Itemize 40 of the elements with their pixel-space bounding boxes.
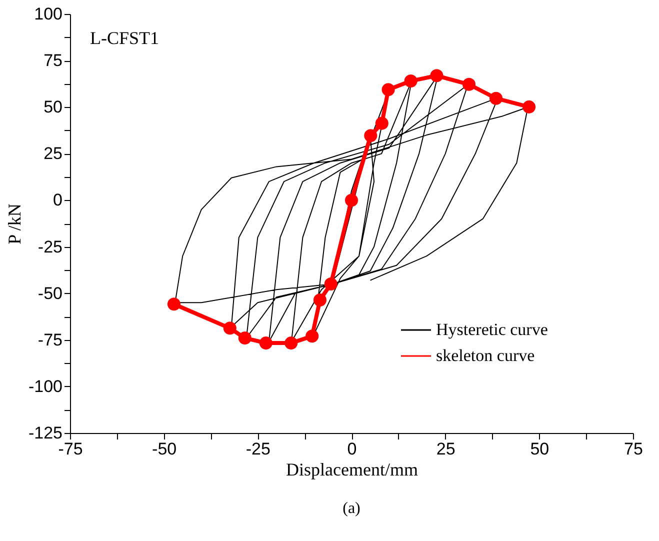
point	[364, 129, 378, 142]
y-tick-label: -25	[38, 237, 62, 256]
legend-label: skeleton curve	[436, 346, 535, 365]
x-tick-label: 50	[530, 440, 550, 458]
x-tick-label: 25	[436, 440, 456, 458]
point	[238, 332, 252, 345]
point	[223, 322, 236, 335]
point	[306, 330, 319, 343]
point	[344, 194, 358, 207]
x-tick-label: -25	[246, 440, 270, 458]
point	[489, 92, 503, 105]
y-tick-label: -75	[38, 330, 62, 350]
point	[324, 278, 338, 291]
y-tick-label: -125	[28, 424, 62, 442]
point	[259, 336, 272, 350]
point	[167, 298, 180, 311]
annotation: L-CFST1	[90, 28, 160, 48]
y-axis-title: P /kN	[4, 204, 24, 244]
y-tick-label: 50	[44, 98, 62, 117]
y-tick-label: 75	[44, 51, 62, 70]
point	[522, 100, 536, 114]
point	[382, 83, 395, 96]
point	[404, 74, 418, 88]
x-tick-label: -75	[58, 440, 83, 458]
x-tick-label: -50	[152, 440, 177, 458]
y-tick-label: 25	[44, 144, 62, 164]
y-tick-label: 100	[34, 4, 62, 24]
x-tick-label: 75	[624, 440, 643, 458]
text: (a)	[342, 500, 360, 517]
x-tick-label: 0	[347, 440, 357, 458]
y-tick-label: 0	[53, 190, 62, 210]
point	[462, 78, 476, 91]
x-axis-title: Displacement/mm	[286, 460, 418, 480]
point	[430, 69, 444, 82]
point	[284, 336, 298, 350]
point	[313, 294, 326, 307]
y-tick-label: -50	[38, 284, 62, 303]
point	[375, 116, 388, 130]
legend-label: Hysteretic curve	[436, 320, 548, 339]
y-tick-label: -100	[28, 376, 62, 396]
